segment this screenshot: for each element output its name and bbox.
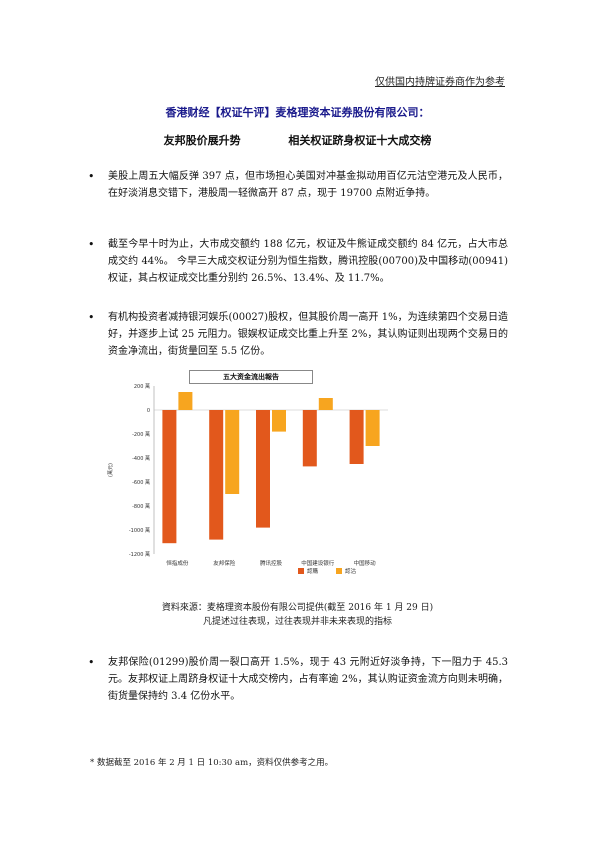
bullet-icon: • xyxy=(88,238,95,251)
bar-put xyxy=(178,392,193,410)
bullet-icon: • xyxy=(88,656,95,669)
chart-source: 資料來源：麦格理资本股份有限公司提供(截至 2016 年 1 月 29 日) 凡… xyxy=(0,601,595,629)
legend-swatch xyxy=(298,568,304,574)
paragraph-text: 有机构投资者减持银河娱乐(00027)股权，但其股价周一高开 1%，为连续第四个… xyxy=(108,312,508,357)
subtitle-right: 相关权证跻身权证十大成交榜 xyxy=(288,134,432,147)
subtitle-left: 友邦股价展升势 xyxy=(163,134,241,147)
bar-put xyxy=(365,410,380,446)
y-tick-label: -800 萬 xyxy=(132,503,150,510)
bar-call xyxy=(209,410,224,540)
footnote: * 数据截至 2016 年 2 月 1 日 10:30 am，资料仅供参考之用。 xyxy=(90,758,334,768)
category-label: 中国建设银行 xyxy=(301,559,335,567)
paragraph-1: • 美股上周五大幅反弹 397 点，但市场担心美国对冲基金拟动用百亿元沽空港元及… xyxy=(88,168,508,202)
y-axis-label: (萬元) xyxy=(107,463,114,477)
legend-label: 認購 xyxy=(307,567,319,575)
paragraph-text: 美股上周五大幅反弹 397 点，但市场担心美国对冲基金拟动用百亿元沽空港元及人民… xyxy=(108,171,508,199)
source-line-1: 資料來源：麦格理资本股份有限公司提供(截至 2016 年 1 月 29 日) xyxy=(161,603,434,613)
paragraph-text: 截至今早十时为止，大市成交额约 188 亿元，权证及牛熊证成交额约 84 亿元，… xyxy=(108,239,508,284)
y-tick-label: 200 萬 xyxy=(134,383,150,390)
top-disclaimer: 仅供国内持牌证券商作为参考 xyxy=(375,77,505,88)
legend-label: 認沽 xyxy=(345,567,357,575)
paragraph-2: • 截至今早十时为止，大市成交额约 188 亿元，权证及牛熊证成交额约 84 亿… xyxy=(88,236,508,287)
y-tick-label: -600 萬 xyxy=(132,479,150,486)
category-label: 恒指成份 xyxy=(166,559,189,567)
page-headline: 香港财经【权证午评】麦格理资本证券股份有限公司： xyxy=(165,106,430,119)
bar-call xyxy=(349,410,364,464)
source-line-2: 凡提述过往表现，过往表现并非未来表现的指标 xyxy=(202,617,392,627)
chart-plot: 200 萬 0 -200 萬 -400 萬 -600 萬 -800 萬 -1000 萬 -12… xyxy=(107,383,388,575)
bullet-icon: • xyxy=(88,170,95,183)
fund-outflow-chart: 五大资金流出報告 200 萬 0 -200 萬 -400 萬 -600 萬 -800 萬 -… xyxy=(106,368,396,588)
y-tick-label: -1000 萬 xyxy=(129,527,150,534)
chart-title: 五大资金流出報告 xyxy=(189,370,313,384)
subtitles: 友邦股价展升势 相关权证跻身权证十大成交榜 xyxy=(0,132,595,148)
y-tick-label: -1200 萬 xyxy=(129,551,150,558)
bar-put xyxy=(272,410,286,432)
bar-put xyxy=(318,398,333,410)
bar-call xyxy=(302,410,317,467)
bar-call xyxy=(162,410,177,544)
paragraph-4: • 友邦保险(01299)股价周一裂口高开 1.5%，现于 43 元附近好淡争持… xyxy=(88,654,508,705)
y-tick-label: -200 萬 xyxy=(132,431,150,438)
bullet-icon: • xyxy=(88,311,95,324)
y-tick-label: 0 xyxy=(147,408,150,414)
category-label: 友邦保险 xyxy=(213,559,236,567)
category-label: 中国移动 xyxy=(354,559,377,567)
bar-put xyxy=(225,410,240,494)
category-label: 腾讯控股 xyxy=(260,559,283,567)
paragraph-text: 友邦保险(01299)股价周一裂口高开 1.5%，现于 43 元附近好淡争持，下… xyxy=(108,657,508,702)
paragraph-3: • 有机构投资者减持银河娱乐(00027)股权，但其股价周一高开 1%，为连续第… xyxy=(88,309,508,360)
bar-call xyxy=(256,410,270,528)
legend-swatch xyxy=(336,568,342,574)
y-tick-label: -400 萬 xyxy=(132,455,150,462)
